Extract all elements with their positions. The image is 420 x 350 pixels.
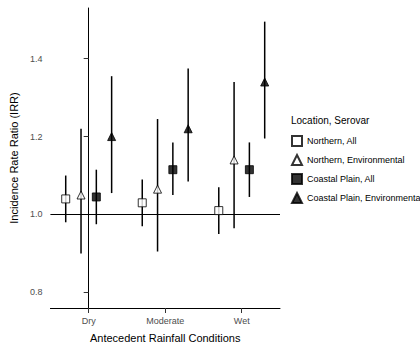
svg-text:0.8: 0.8 (30, 287, 43, 297)
svg-text:Dry: Dry (82, 316, 96, 326)
svg-text:Incidence Rate Ratio (IRR): Incidence Rate Ratio (IRR) (8, 92, 20, 223)
svg-text:1.2: 1.2 (30, 132, 43, 142)
svg-text:Wet: Wet (234, 316, 250, 326)
svg-text:Moderate: Moderate (146, 316, 184, 326)
svg-text:Northern, Environmental: Northern, Environmental (307, 155, 405, 165)
svg-text:Location, Serovar: Location, Serovar (291, 115, 370, 126)
svg-text:Antecedent Rainfall Conditions: Antecedent Rainfall Conditions (90, 332, 241, 344)
svg-text:Coastal Plain, All: Coastal Plain, All (307, 174, 375, 184)
svg-text:Coastal Plain, Environmental: Coastal Plain, Environmental (307, 193, 420, 203)
svg-text:Northern, All: Northern, All (307, 136, 357, 146)
svg-text:1.0: 1.0 (30, 209, 43, 219)
svg-text:1.4: 1.4 (30, 54, 43, 64)
